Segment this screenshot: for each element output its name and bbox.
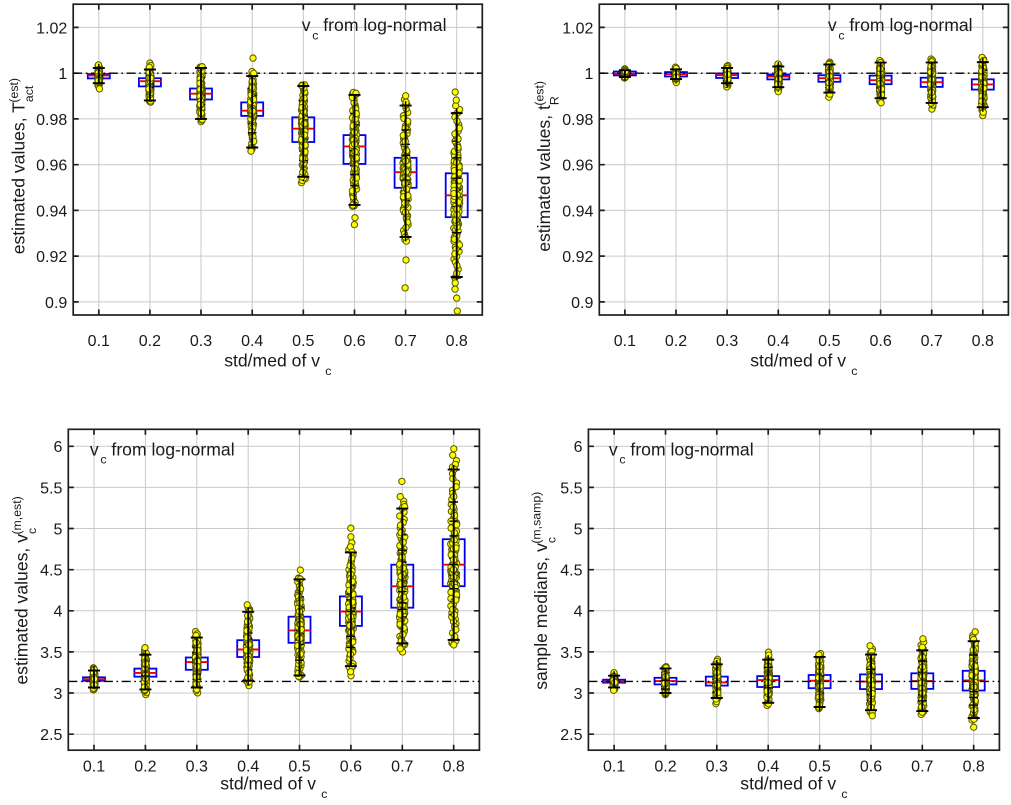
svg-text:0.5: 0.5 (292, 333, 314, 350)
svg-text:0.94: 0.94 (562, 203, 593, 220)
svg-text:1.02: 1.02 (36, 20, 67, 37)
svg-text:0.3: 0.3 (190, 333, 212, 350)
svg-text:0.6: 0.6 (340, 759, 362, 776)
svg-text:1: 1 (584, 66, 593, 83)
svg-text:5.5: 5.5 (560, 480, 582, 497)
svg-text:4.5: 4.5 (560, 563, 582, 580)
svg-text:3: 3 (574, 686, 583, 703)
svg-text:0.1: 0.1 (614, 333, 636, 350)
svg-text:0.7: 0.7 (391, 759, 413, 776)
svg-text:0.4: 0.4 (767, 333, 789, 350)
svg-text:6: 6 (574, 439, 583, 456)
svg-text:0.8: 0.8 (446, 333, 468, 350)
svg-text:2.5: 2.5 (560, 727, 582, 744)
svg-text:3.5: 3.5 (560, 645, 582, 662)
svg-text:4: 4 (53, 604, 62, 621)
svg-text:0.8: 0.8 (972, 333, 994, 350)
svg-text:5: 5 (53, 521, 62, 538)
svg-text:0.5: 0.5 (818, 333, 840, 350)
svg-text:5.5: 5.5 (40, 480, 62, 497)
svg-text:0.9: 0.9 (571, 295, 593, 312)
svg-text:0.1: 0.1 (83, 759, 105, 776)
svg-text:0.8: 0.8 (963, 759, 985, 776)
svg-text:0.4: 0.4 (241, 333, 263, 350)
svg-text:0.92: 0.92 (562, 249, 593, 266)
svg-text:3: 3 (53, 686, 62, 703)
svg-text:0.92: 0.92 (36, 249, 67, 266)
svg-text:0.2: 0.2 (665, 333, 687, 350)
svg-text:0.6: 0.6 (860, 759, 882, 776)
svg-text:1: 1 (58, 66, 67, 83)
svg-text:0.6: 0.6 (343, 333, 365, 350)
svg-text:0.8: 0.8 (443, 759, 465, 776)
svg-text:0.96: 0.96 (562, 158, 593, 175)
svg-text:0.6: 0.6 (869, 333, 891, 350)
svg-text:0.98: 0.98 (562, 112, 593, 129)
svg-text:0.3: 0.3 (706, 759, 728, 776)
svg-text:0.1: 0.1 (603, 759, 625, 776)
svg-text:0.94: 0.94 (36, 203, 67, 220)
svg-text:3.5: 3.5 (40, 645, 62, 662)
svg-text:0.9: 0.9 (45, 295, 67, 312)
svg-text:0.2: 0.2 (134, 759, 156, 776)
svg-text:0.3: 0.3 (716, 333, 738, 350)
svg-text:4: 4 (574, 604, 583, 621)
svg-text:0.7: 0.7 (911, 759, 933, 776)
svg-text:1.02: 1.02 (562, 20, 593, 37)
svg-text:0.98: 0.98 (36, 112, 67, 129)
svg-text:6: 6 (53, 439, 62, 456)
svg-text:0.1: 0.1 (88, 333, 110, 350)
svg-text:0.3: 0.3 (186, 759, 208, 776)
svg-text:0.2: 0.2 (139, 333, 161, 350)
svg-text:0.7: 0.7 (394, 333, 416, 350)
svg-text:5: 5 (574, 521, 583, 538)
svg-text:2.5: 2.5 (40, 727, 62, 744)
svg-text:0.2: 0.2 (654, 759, 676, 776)
svg-text:0.96: 0.96 (36, 158, 67, 175)
svg-text:4.5: 4.5 (40, 563, 62, 580)
svg-text:0.7: 0.7 (921, 333, 943, 350)
